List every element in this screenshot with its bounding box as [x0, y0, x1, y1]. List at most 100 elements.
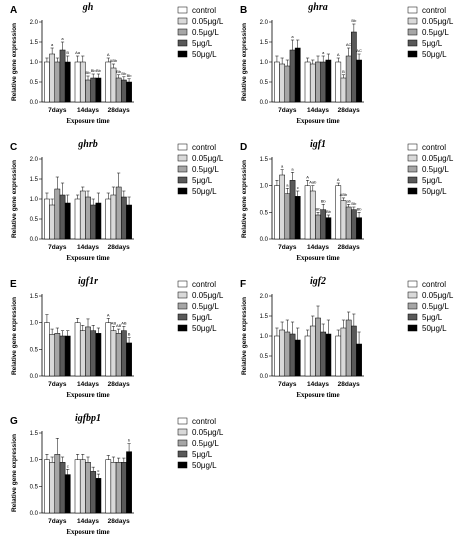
bar	[294, 339, 301, 377]
legend-swatch	[177, 324, 188, 332]
bar	[356, 343, 362, 377]
panel-title: igf1r	[78, 276, 98, 287]
significance-label: B	[342, 69, 345, 74]
x-tick-label: 7days	[48, 381, 67, 388]
bar	[105, 61, 112, 103]
bar	[115, 462, 122, 514]
bar	[345, 55, 352, 103]
legend-label: 5μg/L	[422, 176, 443, 185]
x-tick-label: 14days	[77, 518, 99, 525]
legend-swatch	[177, 428, 188, 436]
significance-label: ABb	[110, 58, 118, 63]
bar	[95, 202, 102, 240]
y-axis-label: Relative gene expression	[11, 434, 18, 512]
legend-label: 0.5μg/L	[422, 165, 449, 174]
legend-swatch	[177, 6, 188, 14]
significance-label: a	[291, 34, 294, 39]
bar	[356, 217, 362, 240]
bar	[126, 342, 132, 377]
bar	[274, 335, 280, 377]
bar	[356, 59, 362, 103]
significance-label: A	[337, 52, 340, 57]
legend-swatch	[177, 28, 188, 36]
significance-label: B	[66, 50, 69, 55]
x-tick-label: 28days	[338, 244, 360, 251]
bar	[64, 474, 71, 514]
legend-label: 0.05μg/L	[422, 291, 454, 300]
x-tick-label: 14days	[77, 381, 99, 388]
y-tick-label: 0.5	[30, 217, 39, 223]
y-tick-label: 2.0	[30, 20, 39, 26]
bar	[74, 322, 81, 377]
bar	[105, 459, 112, 514]
legend-swatch	[407, 50, 418, 58]
bar	[95, 333, 102, 377]
significance-label: AB	[121, 320, 127, 325]
panel-letter: G	[10, 416, 18, 427]
legend-swatch	[177, 450, 188, 458]
significance-label: AB	[116, 323, 122, 328]
panel-letter: E	[10, 279, 17, 290]
y-axis-label: Relative gene expression	[11, 297, 18, 375]
significance-label: AC	[356, 48, 362, 53]
legend-label: control	[192, 6, 216, 15]
bar	[110, 462, 117, 514]
bar	[279, 174, 285, 240]
legend-swatch	[177, 280, 188, 288]
bar	[294, 47, 301, 103]
significance-label: a	[322, 50, 325, 55]
bar	[340, 200, 347, 240]
legend-swatch	[407, 39, 418, 47]
significance-label: B	[128, 332, 131, 337]
bar	[325, 333, 332, 377]
legend-label: control	[192, 280, 216, 289]
legend-swatch	[407, 324, 418, 332]
bar	[90, 471, 97, 514]
legend-label: 0.05μg/L	[192, 291, 224, 300]
bar	[335, 335, 342, 377]
legend-swatch	[407, 176, 418, 184]
y-tick-label: 0.5	[30, 484, 39, 490]
bar	[309, 325, 316, 377]
bar	[110, 330, 117, 377]
significance-label: ABb	[340, 192, 348, 197]
x-tick-label: 14days	[307, 244, 329, 251]
legend-swatch	[177, 302, 188, 310]
bar	[74, 61, 81, 103]
x-axis-label: Exposure time	[66, 254, 109, 262]
bar	[320, 331, 327, 377]
significance-label: A	[107, 312, 110, 317]
bar	[49, 204, 55, 240]
y-tick-label: 0.0	[30, 100, 39, 106]
bar	[289, 180, 296, 240]
legend-swatch	[177, 313, 188, 321]
y-tick-label: 0.5	[260, 354, 269, 360]
panel-title: gh	[82, 2, 94, 13]
legend-label: 0.5μg/L	[192, 165, 219, 174]
y-tick-label: 1.5	[260, 314, 269, 320]
legend-swatch	[177, 17, 188, 25]
bar	[121, 462, 127, 514]
legend-label: 5μg/L	[192, 450, 213, 459]
panel-title: igf1	[310, 139, 326, 150]
significance-label: Bb	[351, 18, 357, 23]
y-tick-label: 1.5	[30, 40, 39, 46]
bar	[49, 462, 55, 514]
bar	[126, 204, 132, 240]
legend-swatch	[407, 313, 418, 321]
bar	[59, 49, 66, 103]
bar	[59, 194, 66, 240]
bar	[121, 330, 127, 377]
bar	[115, 186, 122, 240]
x-axis-label: Exposure time	[296, 391, 339, 399]
legend-label: 0.5μg/L	[192, 302, 219, 311]
bar	[325, 59, 332, 103]
significance-label: Bb	[357, 206, 363, 211]
legend-label: 0.05μg/L	[192, 17, 224, 26]
significance-label: Bb	[96, 68, 102, 73]
x-tick-label: 28days	[108, 518, 130, 525]
legend-label: 5μg/L	[422, 313, 443, 322]
